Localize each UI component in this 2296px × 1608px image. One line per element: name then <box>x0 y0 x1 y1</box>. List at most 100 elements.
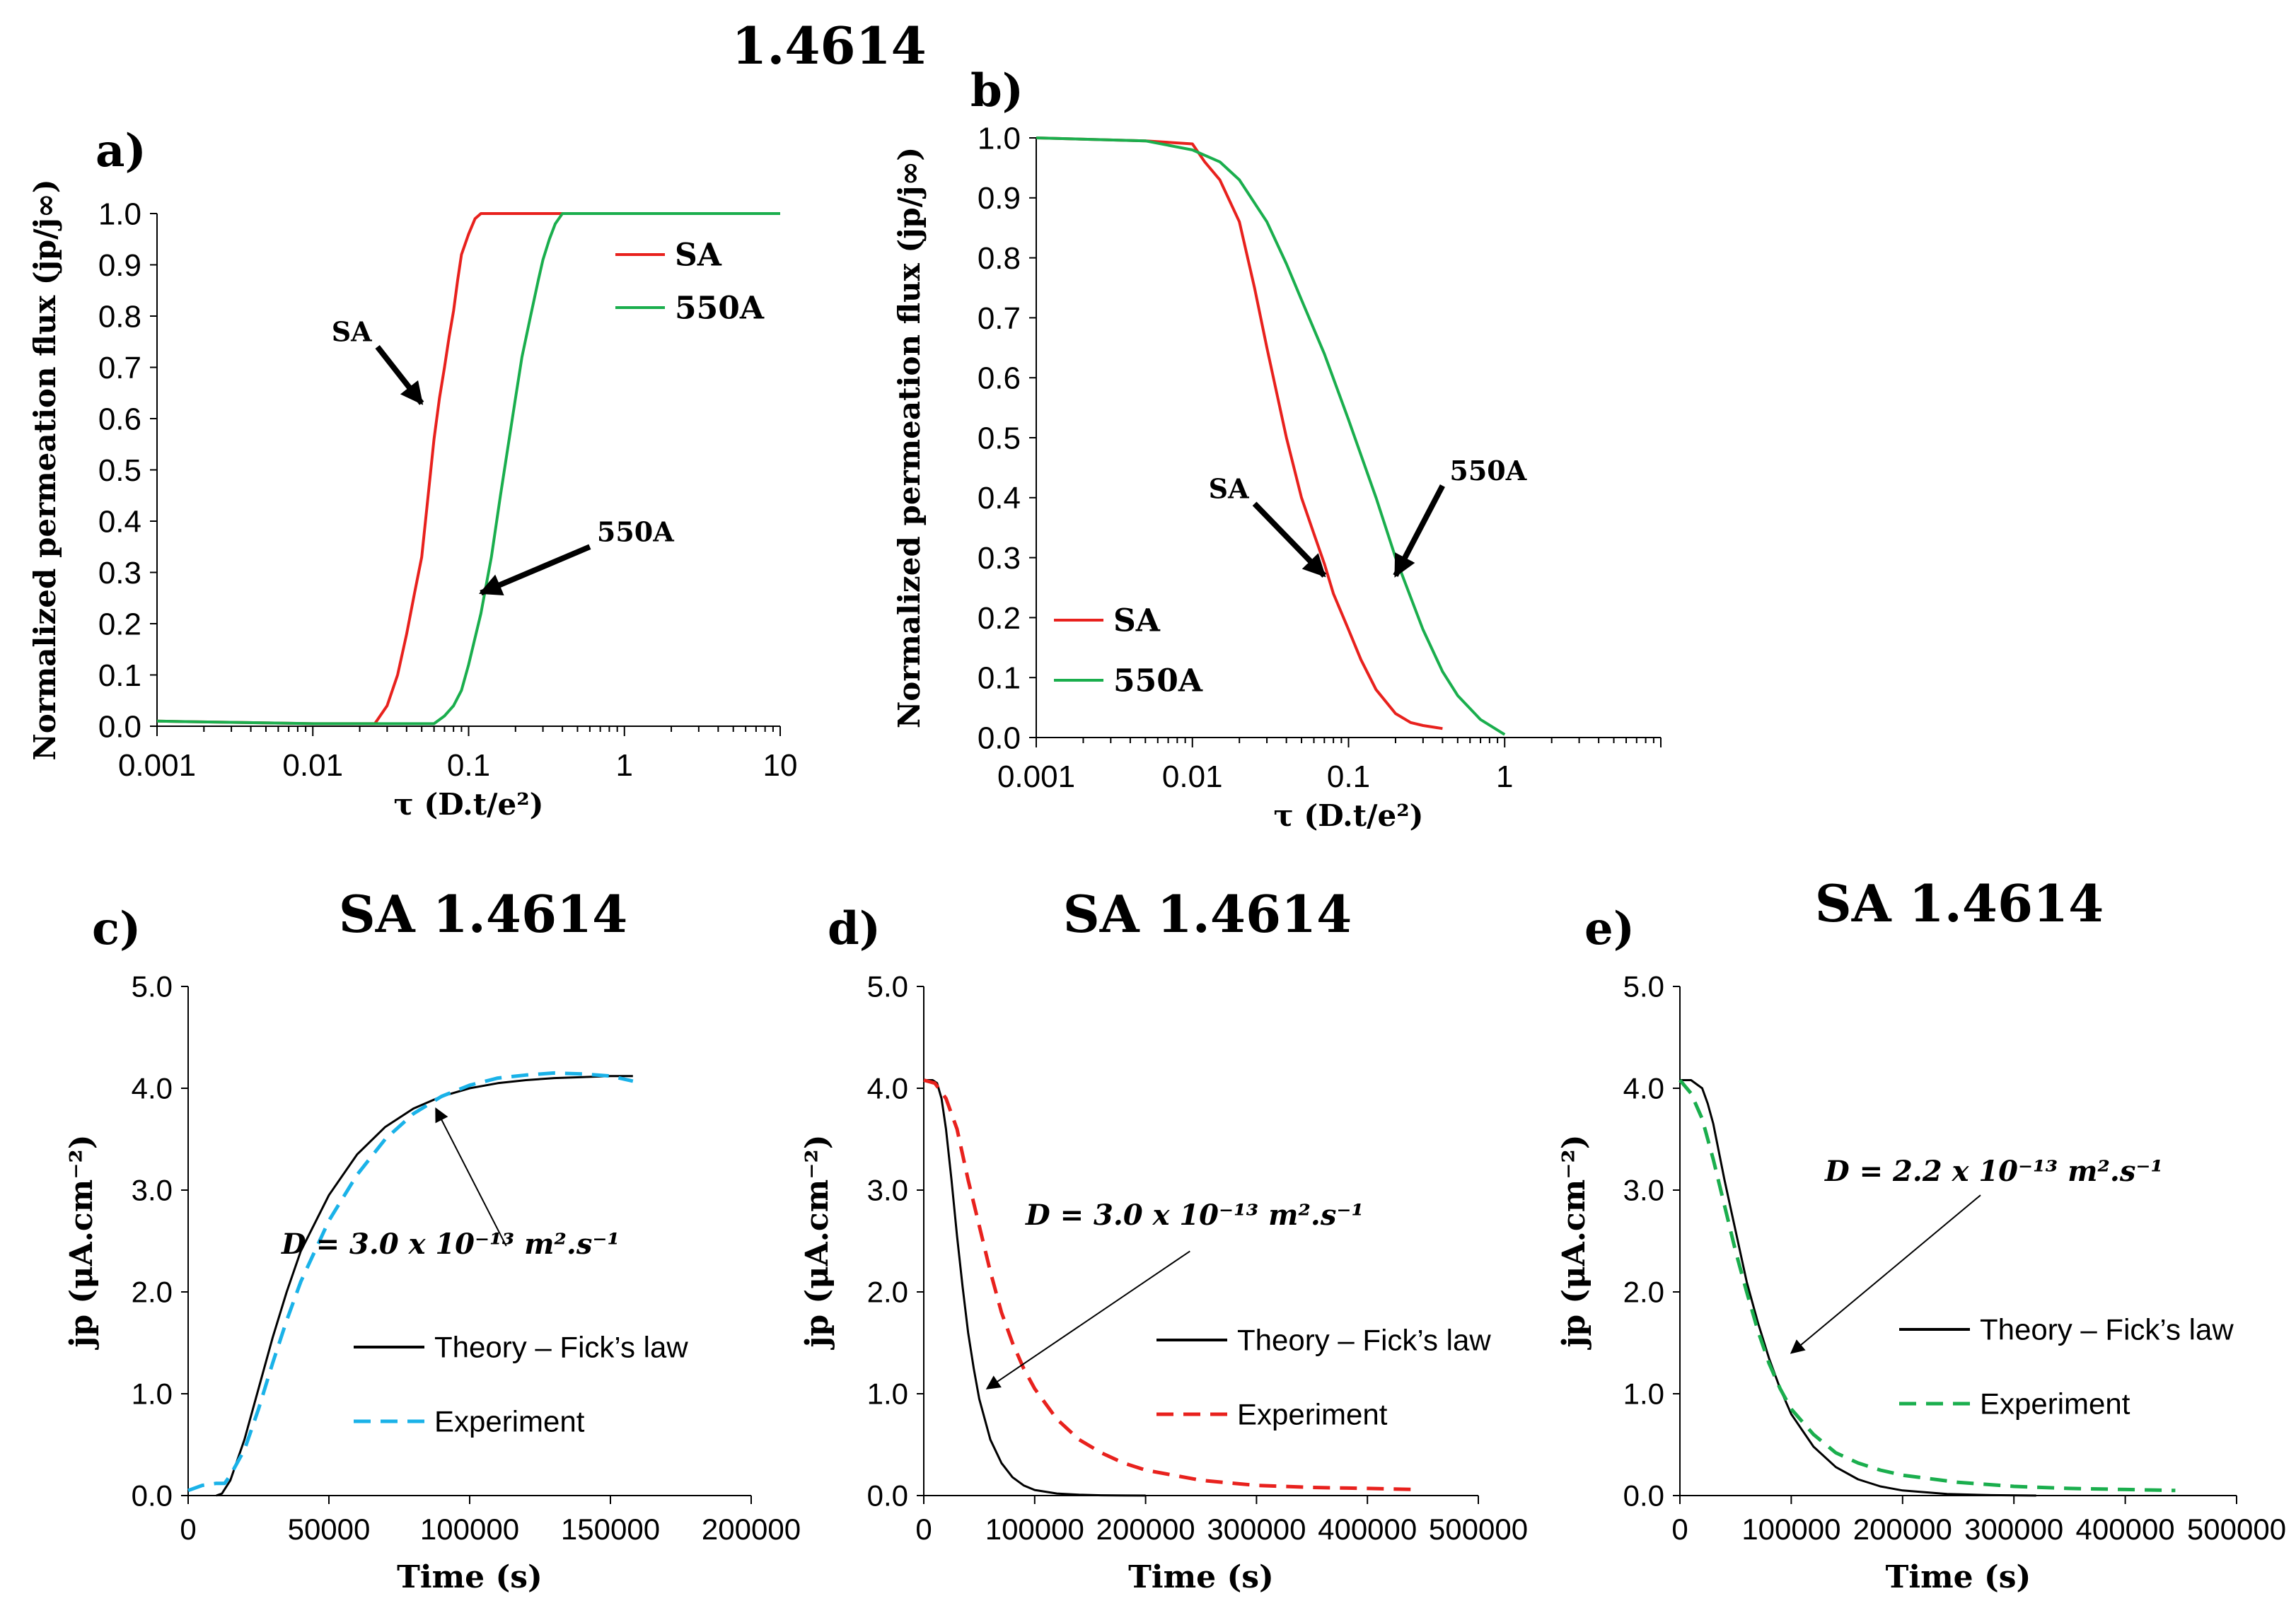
y-tick-label: 3.0 <box>867 1174 908 1207</box>
y-tick-label: 0.0 <box>98 709 141 744</box>
annotation-arrow <box>435 1107 507 1247</box>
x-tick-label: 100000 <box>420 1513 519 1546</box>
y-tick-label: 5.0 <box>132 970 173 1003</box>
x-axis-label: Time (s) <box>1886 1559 2031 1595</box>
annotation-label: 550A <box>1449 455 1526 487</box>
x-tick-label: 1 <box>616 748 633 783</box>
y-tick-label: 0.7 <box>98 351 141 385</box>
x-axis-label: Time (s) <box>397 1559 543 1595</box>
y-tick-label: 0.7 <box>978 301 1021 336</box>
annotation-arrow <box>985 1250 1190 1389</box>
legend-label: 550A <box>675 290 765 326</box>
y-tick-label: 0.6 <box>978 361 1021 396</box>
x-tick-label: 300000 <box>1964 1513 2063 1546</box>
legend-label: SA <box>1113 602 1161 639</box>
x-tick-label: 0.1 <box>447 748 490 783</box>
x-tick-label: 500000 <box>1429 1513 1528 1546</box>
annotation-label: D = 3.0 x 10⁻¹³ m².s⁻¹ <box>281 1228 620 1261</box>
x-tick-label: 300000 <box>1207 1513 1306 1546</box>
annotation-arrow <box>478 544 591 596</box>
y-tick-label: 0.9 <box>978 181 1021 216</box>
y-tick-label: 4.0 <box>132 1072 173 1105</box>
panel-label: b) <box>970 64 1024 117</box>
y-tick-label: 3.0 <box>1623 1174 1664 1207</box>
annotation-arrow <box>1252 501 1327 578</box>
series-line-theory-fick-s-law <box>924 1079 1146 1497</box>
chart-panel-d: d) SA 1.4614 0.0 1.0 2.0 3.0 4.0 5.0 0 100000 2000… <box>799 884 1528 1595</box>
y-tick-label: 4.0 <box>1623 1072 1664 1105</box>
y-tick-label: 0.2 <box>978 601 1021 636</box>
panel-label: e) <box>1584 902 1635 955</box>
x-tick-label: 0 <box>180 1513 196 1546</box>
y-tick-label: 2.0 <box>1623 1276 1664 1309</box>
series-line-theory-fick-s-law <box>1680 1079 2036 1497</box>
x-tick-label: 200000 <box>1853 1513 1952 1546</box>
y-tick-label: 0.6 <box>98 402 141 436</box>
y-tick-label: 0.0 <box>1623 1479 1664 1513</box>
y-tick-label: 0.9 <box>98 248 141 283</box>
x-tick-label: 0.1 <box>1327 759 1370 794</box>
x-tick-label: 200000 <box>702 1513 801 1546</box>
annotation-arrow <box>1790 1194 1981 1354</box>
y-tick-label: 0.0 <box>867 1479 908 1513</box>
legend-label: Theory – Fick’s law <box>1980 1313 2234 1346</box>
panels: a)0.00.10.20.30.40.50.60.70.80.91.00.001… <box>28 64 2286 1595</box>
y-tick-label: 1.0 <box>98 197 141 231</box>
series-line-sa <box>156 212 780 726</box>
panel-label: d) <box>828 902 881 955</box>
series-line-experiment <box>187 1071 634 1493</box>
chart-panel-b: b) 0.0 0.1 0.2 0.3 0.4 0.5 0.6 0.7 0.8 0.9 1.0 0.001… <box>892 64 1662 833</box>
y-tick-label: 0.4 <box>98 504 141 539</box>
annotation-label: SA <box>1209 472 1249 504</box>
x-tick-label: 100000 <box>1741 1513 1840 1546</box>
x-tick-label: 0.001 <box>997 759 1075 794</box>
x-axis-label: Time (s) <box>1128 1559 1274 1595</box>
y-tick-label: 0.5 <box>978 421 1021 455</box>
series-line-sa <box>1036 136 1443 730</box>
y-tick-label: 0.1 <box>98 658 141 693</box>
legend-label: 550A <box>1113 663 1203 699</box>
y-tick-label: 3.0 <box>132 1174 173 1207</box>
legend-label: Experiment <box>1980 1387 2130 1421</box>
series-line-experiment <box>923 1078 1417 1491</box>
x-tick-label: 400000 <box>1318 1513 1417 1546</box>
legend-label: Theory – Fick’s law <box>434 1331 688 1364</box>
x-tick-label: 100000 <box>985 1513 1084 1546</box>
series-line-experiment <box>1678 1078 2176 1493</box>
x-tick-label: 200000 <box>1096 1513 1195 1546</box>
y-tick-label: 0.8 <box>978 241 1021 276</box>
y-tick-label: 4.0 <box>867 1072 908 1105</box>
x-tick-label: 10 <box>763 748 798 783</box>
x-axis-label: τ (D.t/e²) <box>393 787 543 822</box>
x-tick-label: 0.01 <box>282 748 343 783</box>
x-tick-label: 0 <box>1671 1513 1688 1546</box>
y-tick-label: 5.0 <box>1623 970 1664 1003</box>
series-line-550a <box>156 212 780 726</box>
panel-label: a) <box>95 124 146 177</box>
x-tick-label: 0.01 <box>1162 759 1223 794</box>
annotation-label: SA <box>332 316 372 348</box>
y-tick-label: 1.0 <box>867 1377 908 1411</box>
y-axis-label: jp (μA.cm⁻²) <box>799 1134 835 1350</box>
legend-label: Theory – Fick’s law <box>1237 1324 1491 1357</box>
legend-label: Experiment <box>1237 1398 1388 1431</box>
legend-label: SA <box>675 237 722 273</box>
x-tick-label: 150000 <box>561 1513 660 1546</box>
y-tick-label: 0.4 <box>978 481 1021 515</box>
chart-panel-e: e) SA 1.4614 0.0 1.0 2.0 3.0 4.0 5.0 0 100000 2000… <box>1556 873 2286 1595</box>
y-tick-label: 5.0 <box>867 970 908 1003</box>
y-tick-label: 0.0 <box>132 1479 173 1513</box>
y-tick-label: 0.2 <box>98 607 141 641</box>
x-tick-label: 400000 <box>2076 1513 2175 1546</box>
annotation-label: 550A <box>597 515 674 547</box>
y-tick-label: 0.0 <box>978 721 1021 755</box>
y-axis-label: jp (μA.cm⁻²) <box>64 1134 100 1350</box>
y-tick-label: 0.3 <box>978 541 1021 576</box>
x-tick-label: 0 <box>915 1513 932 1546</box>
figure-title: 1.4614 <box>731 16 927 76</box>
annotation-arrow <box>375 345 424 405</box>
annotation-label: D = 2.2 x 10⁻¹³ m².s⁻¹ <box>1824 1155 2163 1188</box>
annotation-arrow <box>1393 484 1445 578</box>
y-tick-label: 1.0 <box>1623 1377 1664 1411</box>
